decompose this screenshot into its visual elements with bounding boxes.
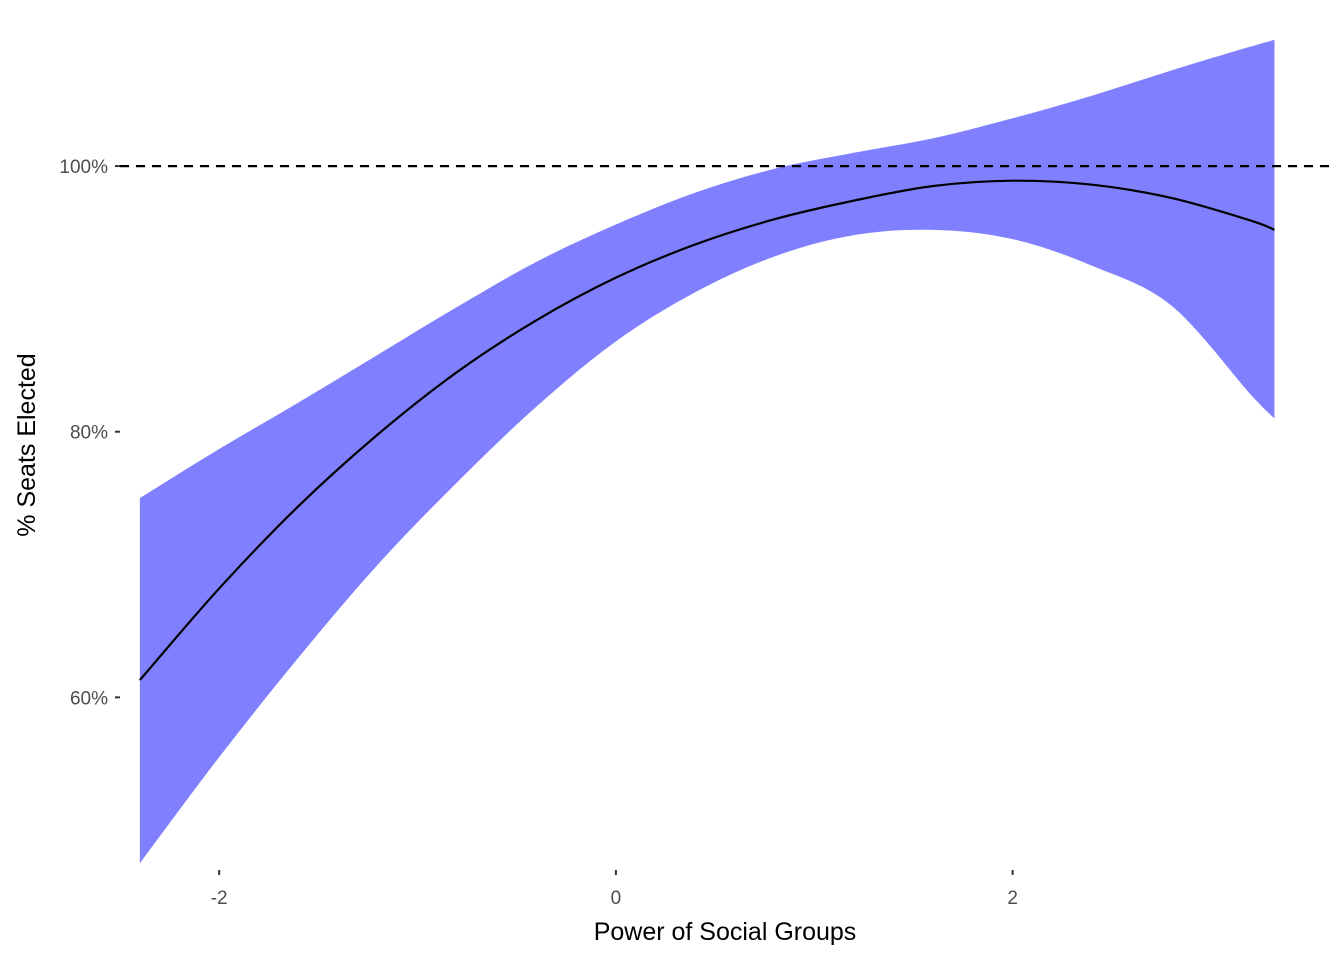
y-tick-label: 100% xyxy=(59,157,108,178)
x-axis-title: Power of Social Groups xyxy=(594,918,857,946)
x-tick-label: 2 xyxy=(1007,888,1018,909)
confidence-band xyxy=(139,39,1275,864)
fitted-line xyxy=(139,179,1275,681)
y-tick-label: 80% xyxy=(70,423,108,444)
plot-area xyxy=(120,39,1330,864)
x-tick-label: 0 xyxy=(611,888,622,909)
y-tick-label: 60% xyxy=(70,688,108,709)
y-axis-title: % Seats Elected xyxy=(13,353,41,536)
x-axis: -2 0 2 xyxy=(211,870,1018,909)
x-tick-label: -2 xyxy=(211,888,228,909)
y-axis: 60% 80% 100% xyxy=(59,157,120,709)
